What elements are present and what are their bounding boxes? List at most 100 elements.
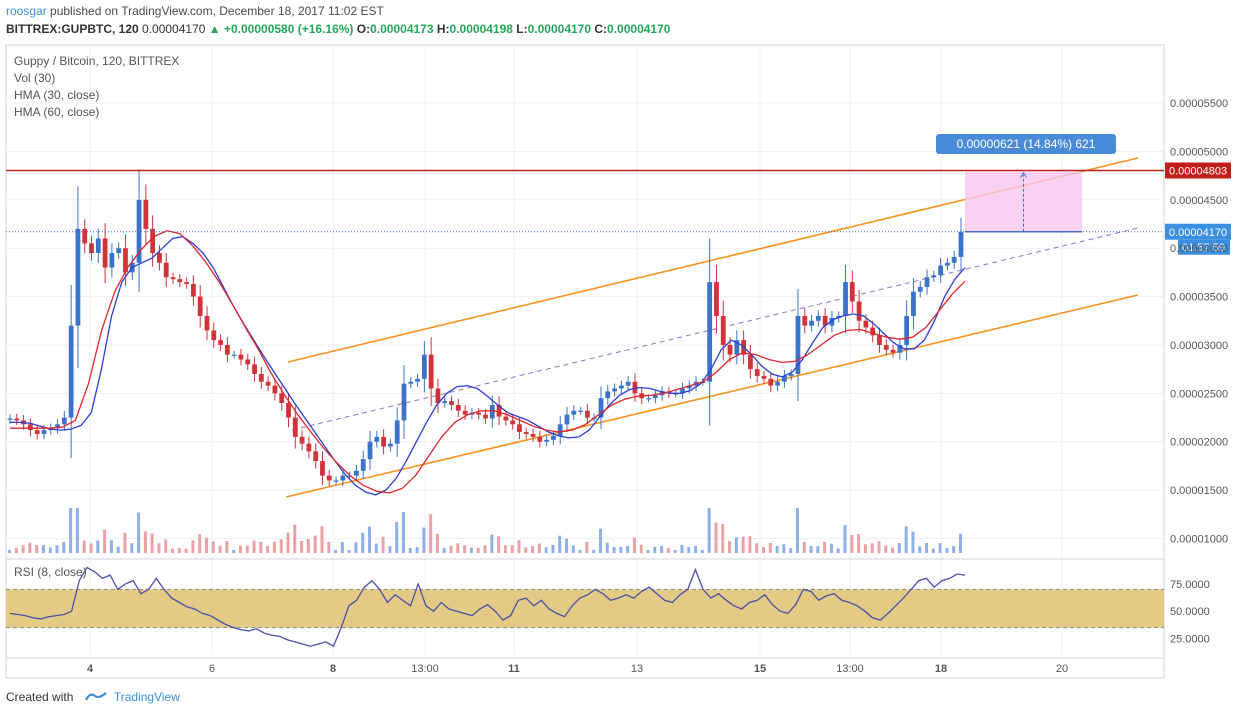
price-tick-label: 0.00003500 [1170,292,1228,304]
rsi-band-fill [6,589,1164,628]
volume-bar [449,545,453,553]
candle-body [374,436,380,442]
price-tick-label: 0.00005000 [1170,146,1228,158]
volume-bar [211,541,215,553]
price-axis[interactable]: 0.00001000 0.00001500 0.00002000 0.00002500… [1170,98,1228,646]
volume-bar [340,542,344,553]
candle-body [489,404,495,419]
measure-tool[interactable]: 0.00000621 (14.84%) 621 [936,134,1116,233]
volume-bar [829,543,833,553]
volume-bar [721,524,725,553]
volume-bar [558,535,562,553]
channel-median[interactable] [291,227,1139,431]
volume-bar [863,544,867,553]
author-link[interactable]: roosgar [6,4,47,18]
candle-body [544,439,550,442]
legend-vol[interactable]: Vol (30) [14,71,56,85]
volume-bar [897,543,901,553]
last-price: 0.00004170 [142,22,206,36]
candle-body [632,381,638,394]
channel-lower[interactable] [285,294,1139,498]
candle-body [911,291,916,316]
rsi-band [6,588,1164,629]
volume-bar [918,546,922,553]
candle-body [354,470,359,476]
candle-body [421,354,427,379]
published-text: published on TradingView.com, December 1… [50,4,384,18]
volume-bar [891,547,895,553]
volume-bar [171,548,175,553]
candle-body [809,320,814,326]
candle-body [612,388,617,392]
hma30-line [10,235,966,496]
candle-body [551,435,556,440]
volume-bar [646,550,650,553]
x-tick-label: 8 [330,663,336,675]
volume-bar [347,550,351,553]
candle-body [184,282,190,285]
volume-bar [157,543,161,553]
volume-bar [748,535,752,553]
volume-bar [198,534,202,553]
candle-body [775,381,780,386]
volume-bar [666,547,670,553]
volume-bar [497,536,501,553]
candle-body [707,282,713,382]
candle-body [197,296,203,316]
volume-bar [728,541,732,553]
candle-body [34,430,40,434]
volume-bar [103,529,107,553]
rsi-tick-label: 75.0000 [1170,579,1210,591]
volume-bar [510,545,514,553]
open-label: O: [356,22,371,36]
candle-body [598,398,604,418]
candle-body [605,391,611,399]
open-value: 0.00004173 [370,22,434,36]
volume-bar [619,546,623,553]
volume-bar [361,532,365,553]
candle-body [320,461,325,476]
change-text: ▲ +0.00000580 (+16.16%) [208,22,354,36]
tradingview-logo-icon [84,690,107,701]
candle-body [727,344,733,355]
close-label: C: [594,22,608,36]
candle-body [102,238,108,268]
candle-body [849,282,855,302]
rsi-legend[interactable]: RSI (8, close) [14,565,87,579]
candle-body [381,436,387,447]
volume-bar [238,545,242,553]
legend-hma30[interactable]: HMA (30, close) [14,88,100,102]
candle-body [897,344,903,353]
candle-body [802,315,808,326]
candle-body [299,436,305,444]
candle-body [177,279,183,283]
high-value: 0.00004198 [449,22,513,36]
legend-title[interactable]: Guppy / Bitcoin, 120, BITTREX [14,54,180,68]
volume-bar [388,546,392,553]
candle-body [958,231,964,257]
volume-bar [150,533,154,553]
candle-body [401,383,407,421]
volume-bar [279,539,283,553]
candle-body [394,420,400,444]
candle-body [449,401,454,405]
candle-body [224,344,230,355]
candles [7,170,964,487]
volume-bar [395,521,399,553]
volume-bar [700,550,704,553]
hma60-line [10,230,966,494]
legend-hma60[interactable]: HMA (60, close) [14,105,100,119]
price-tick-label: 0.00004500 [1170,195,1228,207]
x-tick-label: 11 [508,663,520,675]
volume-bar [884,545,888,553]
volume-bar [734,537,738,553]
candle-body [7,418,13,420]
volume-bar [116,546,120,553]
candle-body [238,354,244,360]
time-axis[interactable]: 4 6 8 13:00 11 13 15 13:00 18 20 [87,663,1068,675]
tradingview-link[interactable]: TradingView [113,690,180,704]
volume-bar [768,542,772,553]
candle-body [815,315,821,321]
volume-bar [89,543,93,553]
